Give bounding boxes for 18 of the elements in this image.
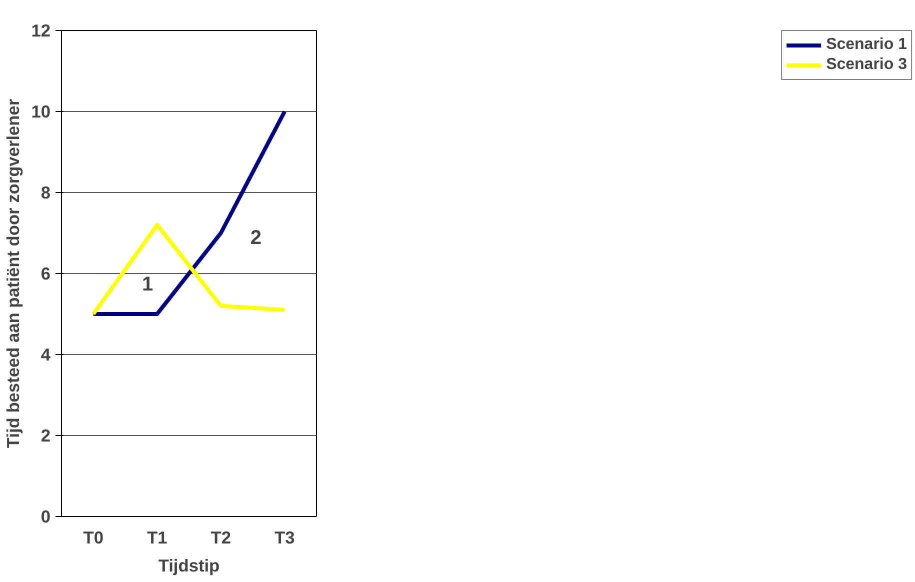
x-tick-label: T3	[274, 528, 296, 548]
y-axis-title: Tijd besteed aan patiënt door zorgverlener	[3, 98, 24, 448]
y-tick-label: 12	[31, 20, 51, 40]
annotation: 1	[142, 274, 154, 296]
x-tick-label: T1	[147, 528, 168, 548]
y-tick-label: 0	[40, 506, 51, 526]
line-series	[91, 222, 287, 316]
y-tick-label: 10	[31, 102, 51, 122]
x-tick-label: T0	[83, 528, 104, 548]
x-tick-label: T2	[210, 528, 231, 548]
y-tick-label: 8	[40, 182, 51, 202]
annotation: 2	[250, 227, 262, 250]
legend-label: Scenario 1	[826, 36, 907, 54]
legend-label: Scenario 3	[826, 56, 907, 74]
y-tick-label: 2	[40, 426, 51, 446]
y-tick-label: 6	[40, 264, 51, 284]
y-tick-label: 4	[40, 344, 51, 364]
x-axis-title: Tijdstip	[158, 556, 220, 576]
